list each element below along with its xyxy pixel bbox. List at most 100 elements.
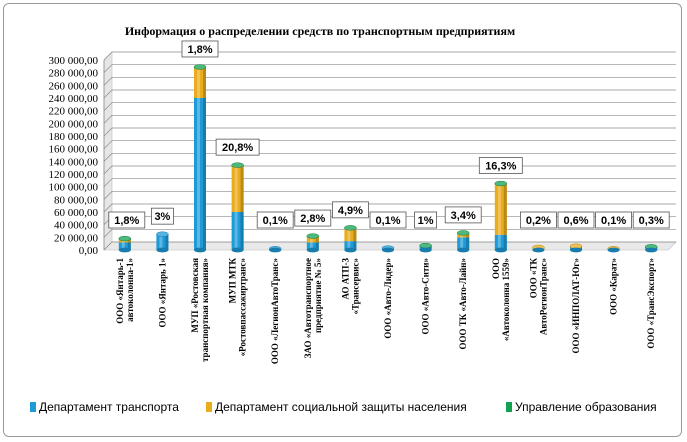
grid-line xyxy=(103,165,676,175)
bar-top-cap xyxy=(193,64,207,70)
bar-highlight xyxy=(460,237,464,250)
chart-title: Информация о распределении средств по тр… xyxy=(124,24,516,38)
bar-shade xyxy=(315,242,319,250)
bar-top-cap xyxy=(306,233,320,239)
bar-base-cap xyxy=(457,247,470,253)
x-tick-label: ООО «Карат» xyxy=(609,258,619,315)
bar-highlight xyxy=(347,228,351,242)
grid-line xyxy=(103,64,676,73)
y-tick-label: 200 000,00 xyxy=(49,118,99,130)
y-tick-label: 240 000,00 xyxy=(49,93,99,105)
data-label: 1% xyxy=(418,215,434,227)
x-tick-label: «Ростовпассажиртранс» xyxy=(238,258,248,357)
grid-line xyxy=(103,102,676,111)
x-tick-label: АвтоРегионТранс» xyxy=(538,258,548,336)
bar-base-cap xyxy=(156,247,169,253)
data-label: 4,9% xyxy=(338,205,363,217)
bar-highlight xyxy=(234,165,238,212)
data-label-box xyxy=(256,211,294,229)
y-tick-label: 260 000,00 xyxy=(49,80,99,92)
bar-base-cap xyxy=(118,247,131,253)
bar-highlight xyxy=(347,241,351,250)
legend-item-education: Управление образования xyxy=(506,400,657,414)
grid-line xyxy=(103,152,676,162)
grid-line xyxy=(103,203,676,213)
x-tick-label: ООО ТК «Авто-Лайн» xyxy=(458,258,468,350)
bar-shade xyxy=(203,98,206,250)
data-label-box xyxy=(595,211,632,229)
bar-base-cap xyxy=(194,247,206,253)
bar-highlight xyxy=(159,234,163,250)
bar-highlight xyxy=(309,236,313,243)
y-tick-label: 220 000,00 xyxy=(49,106,99,118)
x-tick-label: ООО «Авто-Сити» xyxy=(421,258,431,335)
grid-line xyxy=(103,228,676,238)
grid-line xyxy=(103,241,676,251)
legend-item-transport: Департамент транспорта xyxy=(30,400,179,414)
chart-legend: Департамент транспорта Департамент социа… xyxy=(0,400,687,416)
y-tick-label: 180 000,00 xyxy=(49,131,99,143)
data-label-box xyxy=(369,211,407,229)
bar-top-cap xyxy=(456,230,470,236)
x-tick-label: ООО «ТрансЭкспорт» xyxy=(646,258,656,349)
bar-top-cap xyxy=(419,242,432,249)
bar-base-cap xyxy=(269,247,282,253)
bar-shade xyxy=(203,68,206,98)
bar-shade xyxy=(240,165,244,212)
bar-shade xyxy=(127,242,131,250)
data-label: 3,4% xyxy=(451,210,476,222)
bar-highlight xyxy=(121,242,125,250)
data-label-box xyxy=(557,211,595,229)
x-tick-label: АО АТП-3 xyxy=(340,258,350,300)
bar-base-cap xyxy=(306,247,319,253)
bar-shade xyxy=(466,237,470,250)
grid-line xyxy=(103,140,676,149)
data-label: 0,1% xyxy=(263,215,288,227)
data-label: 1,8% xyxy=(114,215,139,227)
x-tick-label: МУП «Ростовская xyxy=(190,258,200,333)
legend-item-social: Департамент социальной защиты населения xyxy=(206,400,467,414)
legend-label-transport: Департамент транспорта xyxy=(39,400,179,414)
bar-highlight xyxy=(497,184,501,235)
data-label-box xyxy=(478,157,523,174)
y-tick-label: 160 000,00 xyxy=(49,144,99,156)
grid-line xyxy=(103,178,676,187)
data-label-box xyxy=(150,207,174,225)
y-tick-label: 100 000,00 xyxy=(49,182,99,194)
bar-base-cap xyxy=(419,247,432,253)
bar-base-cap xyxy=(607,247,620,253)
data-label: 0,6% xyxy=(563,215,588,227)
bar-shade xyxy=(466,233,470,238)
bar-base-cap xyxy=(231,247,244,253)
bar-top-cap xyxy=(494,180,508,187)
grid-line xyxy=(103,190,676,200)
y-tick-label: 60 000,00 xyxy=(54,207,99,219)
grid-line xyxy=(103,76,676,86)
bar-shade xyxy=(503,234,507,250)
x-tick-label: предприятие № 5» xyxy=(313,258,323,334)
x-tick-label: ООО «Янтарь 1» xyxy=(157,258,167,328)
bar-highlight xyxy=(197,98,200,250)
data-label: 2,8% xyxy=(300,213,325,225)
data-label: 20,8% xyxy=(222,142,253,154)
bar-shade xyxy=(127,239,131,243)
x-tick-label: автоколонна-1» xyxy=(125,258,135,322)
legend-label-social: Департамент социальной защиты населения xyxy=(215,400,467,414)
bar-shade xyxy=(240,212,244,250)
grid-line xyxy=(103,114,676,124)
bar-base-cap xyxy=(532,247,545,253)
bar-base-cap xyxy=(382,247,394,253)
data-label: 0,2% xyxy=(526,215,551,227)
y-tick-label: 300 000,00 xyxy=(49,55,99,67)
x-tick-label: транспортная компания» xyxy=(200,258,210,362)
data-label-box xyxy=(294,209,332,227)
y-tick-label: 0,00 xyxy=(79,245,99,257)
x-tick-label: «Трансервис» xyxy=(350,258,360,315)
x-tick-label: ООО «Янтарь-1 xyxy=(115,258,125,324)
data-label-box xyxy=(215,138,260,156)
data-label-box xyxy=(444,206,482,224)
data-label: 0,3% xyxy=(639,215,664,227)
bar-top-cap xyxy=(118,235,132,242)
data-label: 3% xyxy=(154,211,170,223)
